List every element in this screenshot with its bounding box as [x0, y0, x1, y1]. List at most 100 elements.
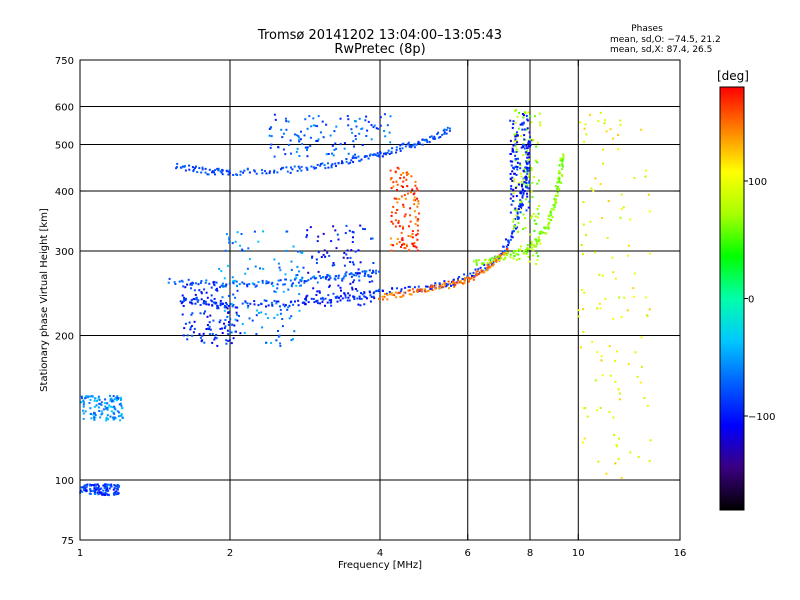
echo-point — [409, 191, 412, 194]
echo-point — [597, 120, 600, 123]
echo-point — [558, 180, 561, 183]
echo-point — [537, 141, 539, 144]
echo-point — [594, 379, 597, 382]
echo-point — [375, 272, 377, 275]
echo-point — [296, 147, 299, 150]
echo-point — [649, 439, 652, 442]
echo-point — [326, 251, 329, 254]
echo-point — [306, 167, 309, 170]
echo-point — [554, 202, 557, 205]
echo-point — [344, 296, 347, 299]
echo-point — [305, 236, 308, 239]
echo-point — [372, 295, 375, 298]
echo-point — [500, 253, 503, 256]
echo-point — [108, 404, 111, 407]
echo-point — [197, 283, 200, 286]
echo-point — [275, 339, 278, 342]
echo-point — [344, 272, 347, 275]
echo-point — [515, 210, 518, 213]
echo-point — [115, 493, 118, 496]
echo-point — [458, 276, 461, 278]
echo-point — [520, 135, 523, 137]
echo-point — [384, 293, 386, 295]
echo-point — [298, 293, 301, 296]
echo-point — [85, 489, 88, 492]
echo-point — [533, 175, 536, 178]
echo-point — [562, 156, 565, 159]
echo-point — [525, 144, 528, 147]
echo-point — [529, 233, 532, 236]
echo-point — [394, 211, 397, 214]
echo-point — [372, 292, 375, 295]
echo-point — [110, 400, 113, 403]
echo-point — [93, 489, 96, 491]
echo-point — [174, 283, 177, 285]
echo-point — [302, 266, 305, 269]
echo-point — [556, 194, 559, 197]
echo-point — [100, 410, 103, 413]
echo-point — [232, 281, 235, 284]
echo-point — [554, 199, 557, 202]
echo-point — [327, 274, 330, 277]
echo-point — [596, 307, 599, 310]
echo-point — [175, 166, 178, 168]
echo-point — [520, 203, 523, 206]
echo-point — [253, 230, 256, 233]
echo-point — [520, 183, 523, 186]
echo-point — [313, 167, 316, 170]
echo-point — [534, 215, 537, 218]
echo-point — [229, 318, 232, 321]
echo-point — [536, 216, 539, 219]
echo-point — [214, 169, 216, 172]
echo-point — [341, 297, 344, 300]
echo-point — [104, 398, 107, 401]
echo-point — [550, 214, 553, 217]
echo-point — [523, 138, 526, 141]
echo-point — [514, 250, 517, 252]
echo-point — [413, 143, 416, 146]
echo-point — [513, 140, 516, 143]
echo-point — [347, 292, 350, 295]
echo-point — [201, 339, 204, 342]
echo-point — [438, 282, 441, 285]
echo-point — [303, 134, 306, 137]
echo-point — [394, 291, 397, 294]
echo-point — [107, 489, 110, 492]
echo-point — [255, 172, 258, 175]
echo-point — [599, 111, 602, 114]
echo-point — [611, 256, 614, 259]
echo-point — [489, 266, 492, 269]
echo-point — [355, 156, 358, 159]
echo-point — [290, 283, 293, 286]
echo-point — [324, 304, 326, 307]
echo-point — [634, 351, 637, 354]
echo-point — [309, 226, 312, 229]
echo-point — [195, 282, 197, 285]
echo-point — [392, 205, 395, 208]
echo-point — [514, 135, 517, 138]
echo-point — [507, 244, 510, 246]
echo-point — [219, 170, 222, 173]
echo-point — [415, 143, 418, 146]
echo-point — [232, 174, 235, 176]
echo-point — [521, 128, 524, 131]
echo-point — [280, 168, 282, 171]
echo-point — [289, 279, 292, 282]
echo-point — [340, 162, 343, 165]
echo-point — [549, 212, 552, 215]
echo-point — [512, 230, 515, 232]
echo-point — [640, 336, 643, 339]
echo-point — [390, 177, 393, 180]
echo-point — [403, 194, 406, 197]
echo-point — [221, 168, 224, 171]
echo-point — [304, 297, 307, 300]
echo-point — [400, 173, 403, 176]
echo-point — [605, 130, 608, 133]
echo-point — [523, 251, 526, 254]
echo-point — [449, 127, 451, 130]
echo-point — [339, 299, 342, 302]
echo-point — [521, 123, 524, 126]
echo-point — [89, 484, 91, 487]
echo-point — [582, 223, 585, 226]
echo-point — [369, 153, 372, 156]
